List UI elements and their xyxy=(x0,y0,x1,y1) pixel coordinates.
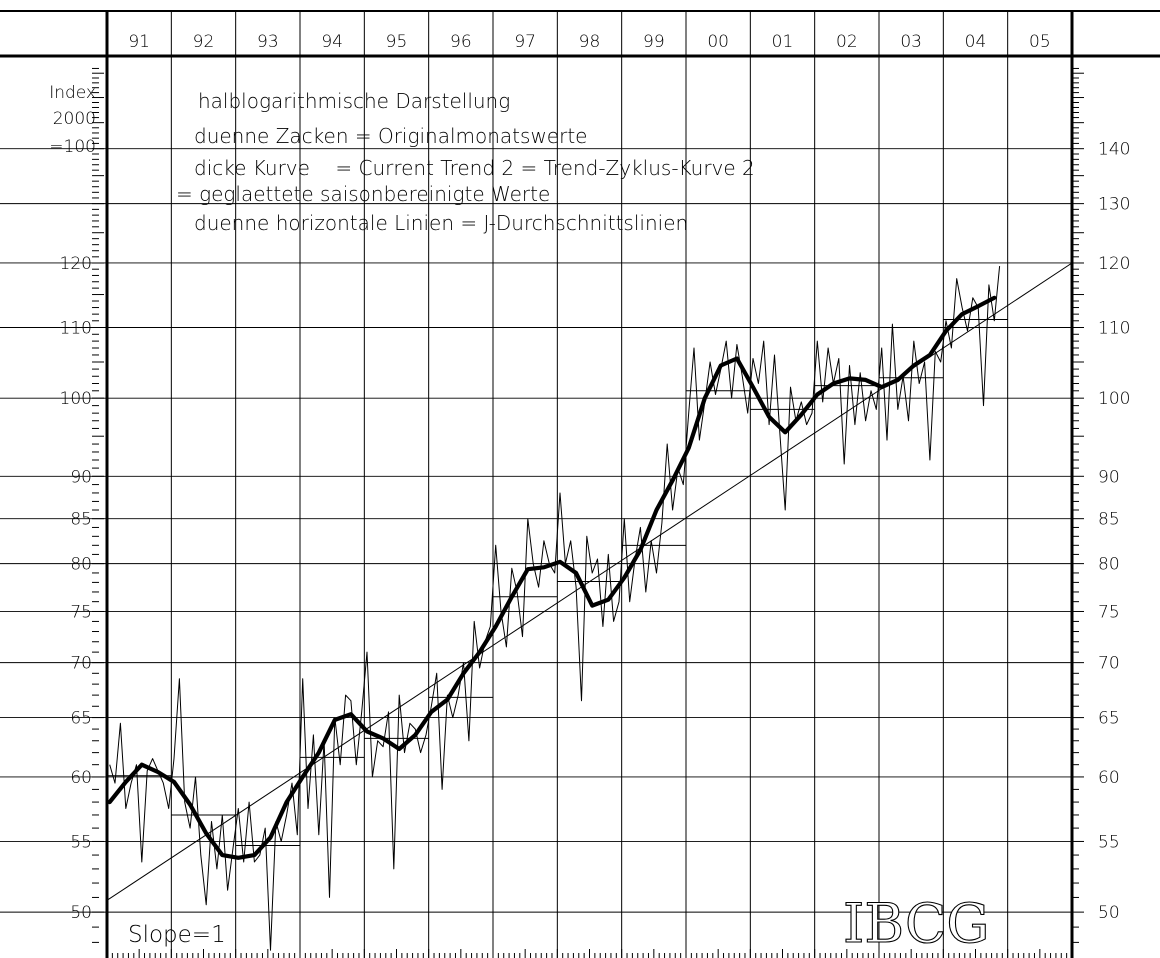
year-label: 05 xyxy=(1029,32,1051,52)
y-tick-label-left: 55 xyxy=(70,832,92,852)
year-label: 96 xyxy=(450,32,472,52)
axis-labels: 91 92 93 94 95 96 97 98 99 00 01 02 03 04 05 50 55 60 65 70… xyxy=(60,32,1131,923)
annotation-averages: duenne horizontale Linien = J-Durchschni… xyxy=(194,211,688,235)
annotations: halblogarithmische Darstellung duenne Za… xyxy=(176,89,755,235)
y-axis-title-line-2: 2000 xyxy=(53,109,96,129)
series xyxy=(106,262,1073,951)
y-tick-label-left: 60 xyxy=(70,768,92,788)
y-axis-title: Index 2000 =100 xyxy=(49,83,96,157)
y-tick-label-right: 80 xyxy=(1098,555,1120,575)
y-tick-label-right: 50 xyxy=(1098,903,1120,923)
y-tick-label-left: 70 xyxy=(70,654,92,674)
y-tick-label-right: 110 xyxy=(1098,318,1130,338)
year-label: 03 xyxy=(900,32,922,52)
year-label: 97 xyxy=(514,32,536,52)
y-tick-label-left: 50 xyxy=(70,903,92,923)
y-tick-label-right: 130 xyxy=(1098,195,1130,215)
year-label: 94 xyxy=(321,32,343,52)
year-label: 95 xyxy=(386,32,408,52)
grid xyxy=(0,11,1072,958)
monthly-original-line xyxy=(109,266,1001,951)
y-tick-label-left: 120 xyxy=(60,254,92,274)
year-label: 99 xyxy=(643,32,665,52)
y-tick-label-right: 100 xyxy=(1098,389,1130,409)
axis-ticks xyxy=(92,67,1084,958)
year-label: 00 xyxy=(707,32,729,52)
trend-cycle-curve xyxy=(107,295,997,860)
y-tick-label-right: 55 xyxy=(1098,832,1120,852)
y-tick-label-left: 65 xyxy=(70,709,92,729)
y-tick-label-right: 65 xyxy=(1098,709,1120,729)
frame xyxy=(0,10,1160,958)
year-label: 98 xyxy=(579,32,601,52)
year-label: 02 xyxy=(836,32,858,52)
y-tick-label-left: 110 xyxy=(60,318,92,338)
year-label: 04 xyxy=(965,32,987,52)
annotation-trend: dicke Kurve = Current Trend 2 = Trend-Zy… xyxy=(194,156,755,180)
annotation-smoothed: = geglaettete saisonbereinigte Werte xyxy=(176,182,550,206)
y-tick-label-right: 75 xyxy=(1098,602,1120,622)
year-label: 93 xyxy=(257,32,279,52)
y-tick-label-left: 80 xyxy=(70,555,92,575)
year-label: 91 xyxy=(128,32,150,52)
y-axis-title-line-3: =100 xyxy=(49,137,96,157)
y-tick-label-right: 140 xyxy=(1098,140,1130,160)
y-tick-label-left: 100 xyxy=(60,389,92,409)
y-tick-label-right: 60 xyxy=(1098,768,1120,788)
y-axis-title-line-1: Index xyxy=(49,83,96,103)
brand-logo: IBCG xyxy=(843,892,989,955)
annotation-scale: halblogarithmische Darstellung xyxy=(198,89,510,113)
year-label: 01 xyxy=(772,32,794,52)
annotation-original: duenne Zacken = Originalmonatswerte xyxy=(194,124,587,148)
y-tick-label-left: 75 xyxy=(70,602,92,622)
y-tick-label-right: 70 xyxy=(1098,654,1120,674)
slope-label: Slope=1 xyxy=(128,922,226,948)
year-label: 92 xyxy=(193,32,215,52)
y-tick-label-right: 90 xyxy=(1098,467,1120,487)
y-tick-label-left: 85 xyxy=(70,510,92,530)
y-tick-label-right: 85 xyxy=(1098,510,1120,530)
y-tick-label-right: 120 xyxy=(1098,254,1130,274)
y-tick-label-left: 90 xyxy=(70,467,92,487)
